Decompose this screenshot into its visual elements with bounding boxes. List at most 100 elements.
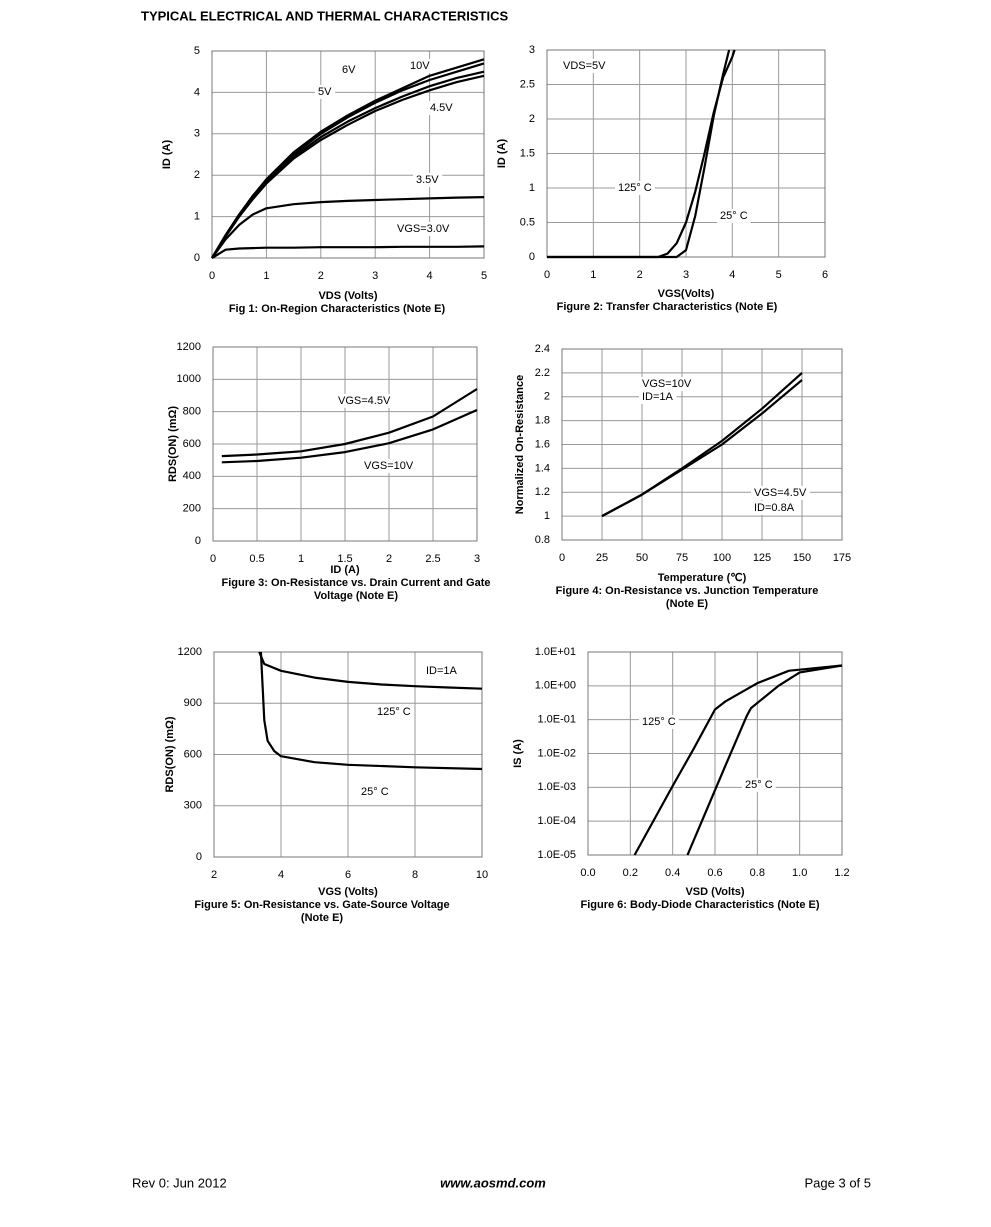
y-tick-label: 1.0E-04 — [537, 815, 576, 827]
label-backing — [423, 663, 461, 678]
series-line — [211, 245, 485, 259]
y-tick-label: 0 — [195, 535, 201, 547]
x-tick-label: 0.0 — [580, 867, 595, 879]
x-tick-label: 0 — [209, 270, 215, 282]
y-tick-label: 4 — [194, 86, 200, 98]
x-tick-label: 0.2 — [623, 867, 638, 879]
chart-title: Voltage (Note E) — [314, 590, 398, 602]
label-backing — [717, 208, 751, 223]
label-backing — [751, 500, 798, 515]
series-label: VGS=4.5V — [338, 395, 391, 407]
chart-title: (Note E) — [666, 598, 709, 610]
y-tick-label: 0.5 — [520, 216, 535, 228]
page-title: TYPICAL ELECTRICAL AND THERMAL CHARACTER… — [141, 8, 508, 23]
x-axis-label: VSD (Volts) — [685, 886, 744, 898]
plot-frame — [546, 49, 826, 258]
series-label: VGS=4.5V — [754, 487, 807, 499]
y-tick-label: 1.5 — [520, 147, 535, 159]
x-tick-label: 0.5 — [249, 553, 264, 565]
label-backing — [407, 58, 434, 73]
y-tick-label: 1.0E-03 — [537, 781, 576, 793]
series-label: 3.5V — [416, 174, 439, 186]
label-backing — [639, 714, 679, 729]
y-tick-label: 800 — [183, 406, 201, 418]
y-tick-label: 3 — [529, 44, 535, 56]
chart-title: Figure 5: On-Resistance vs. Gate-Source … — [194, 899, 449, 911]
y-tick-label: 1.6 — [535, 438, 550, 450]
x-tick-label: 5 — [481, 270, 487, 282]
series-label: 5V — [318, 86, 332, 98]
series-label: 4.5V — [430, 102, 453, 114]
x-tick-label: 1.5 — [337, 553, 352, 565]
footer-center: www.aosmd.com — [440, 1175, 546, 1190]
y-tick-label: 1.0E+01 — [535, 646, 576, 658]
series-label: 25° C — [745, 779, 773, 791]
annotation: ID=1A — [426, 665, 458, 677]
x-tick-label: 4 — [278, 869, 284, 881]
x-tick-label: 175 — [833, 552, 851, 564]
y-axis-label: IS (A) — [512, 739, 524, 768]
y-tick-label: 1200 — [177, 341, 201, 353]
series-label: VGS=10V — [642, 378, 692, 390]
y-tick-label: 600 — [183, 438, 201, 450]
y-axis-label: Normalized On-Resistance — [514, 375, 526, 514]
x-axis-label: VGS (Volts) — [318, 886, 378, 898]
chart: 0 25 50 75 100 125 150 175 0.8 1 1.2 1.4 1.6 1.8 2 2.2 2… — [514, 343, 851, 610]
x-axis-label: VGS(Volts) — [658, 288, 715, 300]
x-tick-label: 0.4 — [665, 867, 680, 879]
y-tick-label: 1000 — [177, 373, 201, 385]
x-tick-label: 10 — [476, 869, 488, 881]
series-line — [601, 379, 803, 518]
series-label: 6V — [342, 64, 356, 76]
series-line — [259, 651, 483, 771]
chart-title: Figure 6: Body-Diode Characteristics (No… — [581, 899, 820, 911]
plot-frame — [212, 346, 478, 542]
label-backing — [560, 58, 610, 73]
label-backing — [339, 62, 360, 77]
label-backing — [394, 221, 453, 236]
y-tick-label: 1.0E-02 — [537, 747, 576, 759]
x-tick-label: 2.5 — [425, 553, 440, 565]
series-line — [221, 388, 478, 458]
x-tick-label: 0.8 — [750, 867, 765, 879]
label-backing — [358, 784, 392, 799]
label-backing — [361, 458, 417, 473]
annotation: ID=1A — [642, 391, 674, 403]
y-tick-label: 1 — [194, 211, 200, 223]
y-tick-label: 0 — [196, 851, 202, 863]
x-tick-label: 75 — [676, 552, 688, 564]
chart: 0 1 2 3 4 5 6 0 0.5 1 1.5 2 2.5 3 125° C 25° C VDS=5V VGS… — [496, 44, 828, 313]
label-backing — [427, 100, 457, 115]
x-axis-label: Temperature (℃) — [658, 572, 747, 584]
series-label: 125° C — [377, 706, 411, 718]
x-tick-label: 150 — [793, 552, 811, 564]
y-tick-label: 1200 — [178, 646, 202, 658]
y-tick-label: 1.8 — [535, 415, 550, 427]
plot-frame — [213, 651, 483, 858]
label-backing — [413, 172, 443, 187]
x-tick-label: 100 — [713, 552, 731, 564]
chart-title: (Note E) — [301, 912, 344, 924]
y-tick-label: 2.4 — [535, 343, 550, 355]
x-tick-label: 1 — [263, 270, 269, 282]
x-tick-label: 2 — [386, 553, 392, 565]
y-tick-label: 2 — [194, 169, 200, 181]
x-tick-label: 3 — [372, 270, 378, 282]
x-tick-label: 50 — [636, 552, 648, 564]
x-tick-label: 1 — [298, 553, 304, 565]
x-tick-label: 3 — [683, 269, 689, 281]
y-tick-label: 2.2 — [535, 367, 550, 379]
series-label: 125° C — [642, 716, 676, 728]
y-tick-label: 1.2 — [535, 486, 550, 498]
series-label: VGS=10V — [364, 460, 414, 472]
series-line — [633, 664, 843, 856]
x-tick-label: 1.0 — [792, 867, 807, 879]
label-backing — [374, 704, 414, 719]
y-tick-label: 0.8 — [535, 534, 550, 546]
x-tick-label: 2 — [637, 269, 643, 281]
y-tick-label: 0 — [194, 252, 200, 264]
y-axis-label: RDS(ON) (mΩ) — [167, 406, 179, 482]
label-backing — [315, 84, 336, 99]
x-tick-label: 3 — [474, 553, 480, 565]
y-axis-label: ID (A) — [496, 139, 508, 169]
